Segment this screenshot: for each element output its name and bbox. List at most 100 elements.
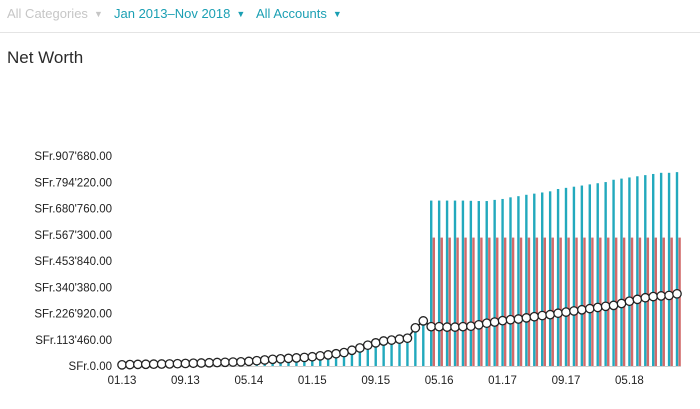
liabilities-bar <box>503 237 507 366</box>
net-worth-point <box>442 322 452 332</box>
filter-toolbar: All Categories ▼ Jan 2013–Nov 2018 ▼ All A… <box>0 0 700 33</box>
assets-bar <box>596 183 599 366</box>
liabilities-bar <box>527 237 531 366</box>
net-worth-point <box>196 358 207 368</box>
net-worth-point <box>275 353 286 364</box>
liabilities-bar <box>464 237 467 366</box>
assets-bar <box>374 341 377 366</box>
assets-bar <box>453 200 457 366</box>
y-tick-label: SFr.453'840.00 <box>34 256 112 268</box>
assets-bar <box>644 175 647 366</box>
net-worth-point <box>220 357 230 368</box>
net-worth-point <box>410 322 421 333</box>
liabilities-bar <box>543 237 547 366</box>
assets-bar <box>659 172 663 366</box>
assets-bar <box>382 339 385 366</box>
net-worth-point <box>418 316 429 326</box>
net-worth-point <box>228 357 238 367</box>
liabilities-bar <box>448 237 451 366</box>
categories-filter-label: All Categories <box>7 6 88 21</box>
net-worth-point <box>434 321 444 332</box>
assets-bar <box>652 173 655 366</box>
net-worth-point <box>497 315 508 326</box>
assets-bar <box>477 201 480 366</box>
accounts-filter-dropdown[interactable]: All Accounts ▼ <box>256 6 342 21</box>
net-worth-point <box>236 356 246 367</box>
assets-bar <box>604 182 607 366</box>
net-worth-point <box>347 345 357 356</box>
assets-bar <box>564 187 568 366</box>
assets-bar <box>572 186 576 366</box>
net-worth-point <box>672 288 682 299</box>
assets-bar <box>628 177 631 366</box>
liabilities-bar <box>567 237 570 366</box>
liabilities-bar <box>559 237 562 366</box>
assets-bar <box>588 184 591 366</box>
assets-bar <box>548 191 552 366</box>
net-worth-point <box>394 334 405 345</box>
liabilities-bar <box>496 237 499 366</box>
x-tick-label: 05.16 <box>425 375 454 387</box>
net-worth-point <box>592 302 603 313</box>
net-worth-point <box>466 321 476 332</box>
x-tick-label: 09.17 <box>552 375 581 387</box>
net-worth-point <box>339 347 349 358</box>
assets-bar <box>509 197 512 366</box>
assets-bar <box>620 178 623 366</box>
liabilities-bar <box>488 237 491 366</box>
assets-bar <box>675 172 679 366</box>
liabilities-bar <box>472 237 475 366</box>
net-worth-point <box>362 340 373 351</box>
net-worth-point <box>180 358 191 369</box>
net-worth-point <box>267 354 278 365</box>
assets-bar <box>437 200 441 366</box>
assets-bar <box>580 185 584 366</box>
assets-bar <box>334 353 338 366</box>
caret-down-icon: ▼ <box>236 9 246 19</box>
net-worth-point <box>291 353 302 363</box>
assets-bar <box>541 192 544 366</box>
net-worth-point <box>624 296 635 307</box>
net-worth-point <box>632 294 643 305</box>
categories-filter-dropdown[interactable]: All Categories ▼ <box>7 6 103 21</box>
liabilities-bar <box>440 237 443 366</box>
x-tick-label: 01.13 <box>108 375 137 387</box>
net-worth-point <box>584 303 595 314</box>
assets-bar <box>667 172 671 366</box>
net-worth-point <box>125 359 135 370</box>
liabilities-bar <box>519 237 523 366</box>
net-worth-point <box>172 358 183 369</box>
net-worth-point <box>244 356 254 367</box>
x-tick-label: 09.13 <box>171 375 200 387</box>
page-title: Net Worth <box>7 48 84 67</box>
x-tick-label: 09.15 <box>361 375 390 387</box>
assets-bar <box>469 200 473 366</box>
liabilities-bar <box>678 237 681 366</box>
net-worth-point <box>386 335 397 345</box>
assets-bar <box>406 335 409 366</box>
net-worth-point <box>561 307 571 317</box>
net-worth-point <box>402 333 413 344</box>
assets-bar <box>445 200 449 366</box>
x-tick-label: 01.15 <box>298 375 327 387</box>
liabilities-bar <box>432 237 436 366</box>
assets-bar <box>461 200 465 366</box>
net-worth-point <box>188 358 199 369</box>
y-tick-label: SFr.907'680.00 <box>34 151 112 163</box>
assets-bar <box>319 355 322 366</box>
assets-bar <box>612 179 615 366</box>
date-range-dropdown[interactable]: Jan 2013–Nov 2018 ▼ <box>114 6 245 21</box>
net-worth-point <box>140 359 151 370</box>
net-worth-point <box>616 298 627 309</box>
assets-bar <box>485 201 488 366</box>
liabilities-bar <box>535 237 539 366</box>
liabilities-bar <box>670 237 673 366</box>
liabilities-bar <box>575 237 578 366</box>
net-worth-point <box>545 309 555 320</box>
net-worth-point <box>378 336 389 346</box>
net-worth-point <box>204 357 215 368</box>
net-worth-point <box>553 308 563 319</box>
net-worth-point <box>156 359 167 369</box>
accounts-filter-label: All Accounts <box>256 6 327 21</box>
